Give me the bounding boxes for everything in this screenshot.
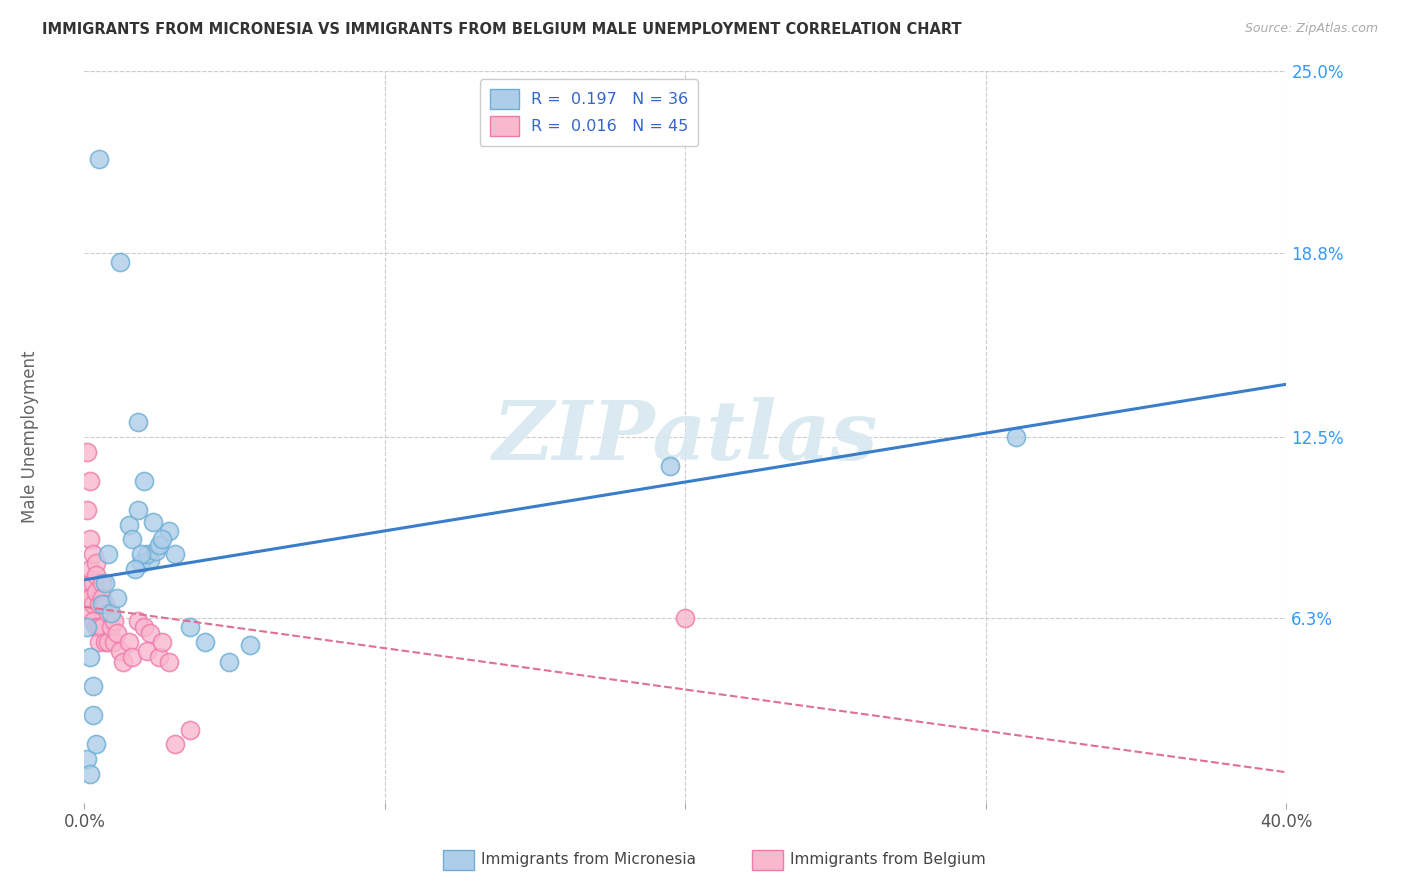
Text: Immigrants from Micronesia: Immigrants from Micronesia — [481, 853, 696, 867]
Point — [659, 459, 682, 474]
Legend: R =  0.197   N = 36, R =  0.016   N = 45: R = 0.197 N = 36, R = 0.016 N = 45 — [481, 79, 699, 146]
Point — [76, 503, 98, 517]
Point — [163, 737, 186, 751]
Point — [127, 615, 149, 629]
Point — [157, 656, 180, 670]
Point — [76, 576, 98, 591]
Point — [148, 538, 170, 552]
Point — [131, 556, 153, 570]
Point — [179, 620, 201, 634]
Point — [94, 576, 117, 591]
Point — [97, 606, 120, 620]
Point — [86, 567, 108, 582]
Point — [124, 562, 146, 576]
Point — [127, 503, 149, 517]
Point — [112, 656, 135, 670]
Point — [86, 620, 108, 634]
Point — [131, 547, 153, 561]
Point — [82, 597, 104, 611]
Point — [97, 547, 120, 561]
Text: ZIPatlas: ZIPatlas — [492, 397, 879, 477]
Point — [136, 643, 159, 657]
Point — [76, 444, 98, 458]
Point — [107, 626, 129, 640]
Point — [675, 611, 697, 625]
Point — [76, 606, 98, 620]
Point — [91, 591, 114, 605]
Point — [139, 553, 162, 567]
Point — [82, 679, 104, 693]
Point — [79, 533, 101, 547]
Point — [86, 585, 108, 599]
Point — [152, 533, 174, 547]
Point — [103, 635, 125, 649]
Point — [76, 752, 98, 766]
Point — [121, 649, 143, 664]
Point — [79, 591, 101, 605]
Point — [76, 620, 98, 634]
Point — [89, 635, 111, 649]
Point — [239, 638, 262, 652]
Point — [142, 515, 165, 529]
Point — [152, 635, 174, 649]
Point — [82, 615, 104, 629]
Point — [89, 620, 111, 634]
Point — [163, 547, 186, 561]
Point — [134, 474, 156, 488]
Point — [82, 547, 104, 561]
Point — [94, 597, 117, 611]
Point — [218, 656, 240, 670]
Point — [97, 635, 120, 649]
Text: Immigrants from Belgium: Immigrants from Belgium — [790, 853, 986, 867]
Point — [127, 416, 149, 430]
Point — [134, 620, 156, 634]
Point — [82, 576, 104, 591]
Point — [100, 606, 122, 620]
Text: Source: ZipAtlas.com: Source: ZipAtlas.com — [1244, 22, 1378, 36]
Point — [79, 562, 101, 576]
Point — [118, 635, 141, 649]
Point — [79, 474, 101, 488]
Point — [91, 597, 114, 611]
Point — [91, 576, 114, 591]
Point — [103, 615, 125, 629]
Point — [82, 708, 104, 723]
Point — [136, 547, 159, 561]
Point — [1005, 430, 1028, 444]
Point — [100, 620, 122, 634]
Point — [118, 517, 141, 532]
Point — [107, 591, 129, 605]
Point — [179, 723, 201, 737]
Point — [91, 620, 114, 634]
Point — [94, 635, 117, 649]
Text: Male Unemployment: Male Unemployment — [21, 351, 39, 524]
Point — [89, 597, 111, 611]
Point — [194, 635, 217, 649]
Point — [76, 591, 98, 605]
Point — [110, 643, 132, 657]
Point — [157, 524, 180, 538]
Point — [110, 254, 132, 268]
Point — [121, 533, 143, 547]
Point — [139, 626, 162, 640]
Point — [79, 766, 101, 780]
Point — [145, 544, 167, 558]
Text: IMMIGRANTS FROM MICRONESIA VS IMMIGRANTS FROM BELGIUM MALE UNEMPLOYMENT CORRELAT: IMMIGRANTS FROM MICRONESIA VS IMMIGRANTS… — [42, 22, 962, 37]
Point — [86, 737, 108, 751]
Point — [89, 152, 111, 166]
Point — [79, 649, 101, 664]
Point — [148, 649, 170, 664]
Point — [86, 556, 108, 570]
